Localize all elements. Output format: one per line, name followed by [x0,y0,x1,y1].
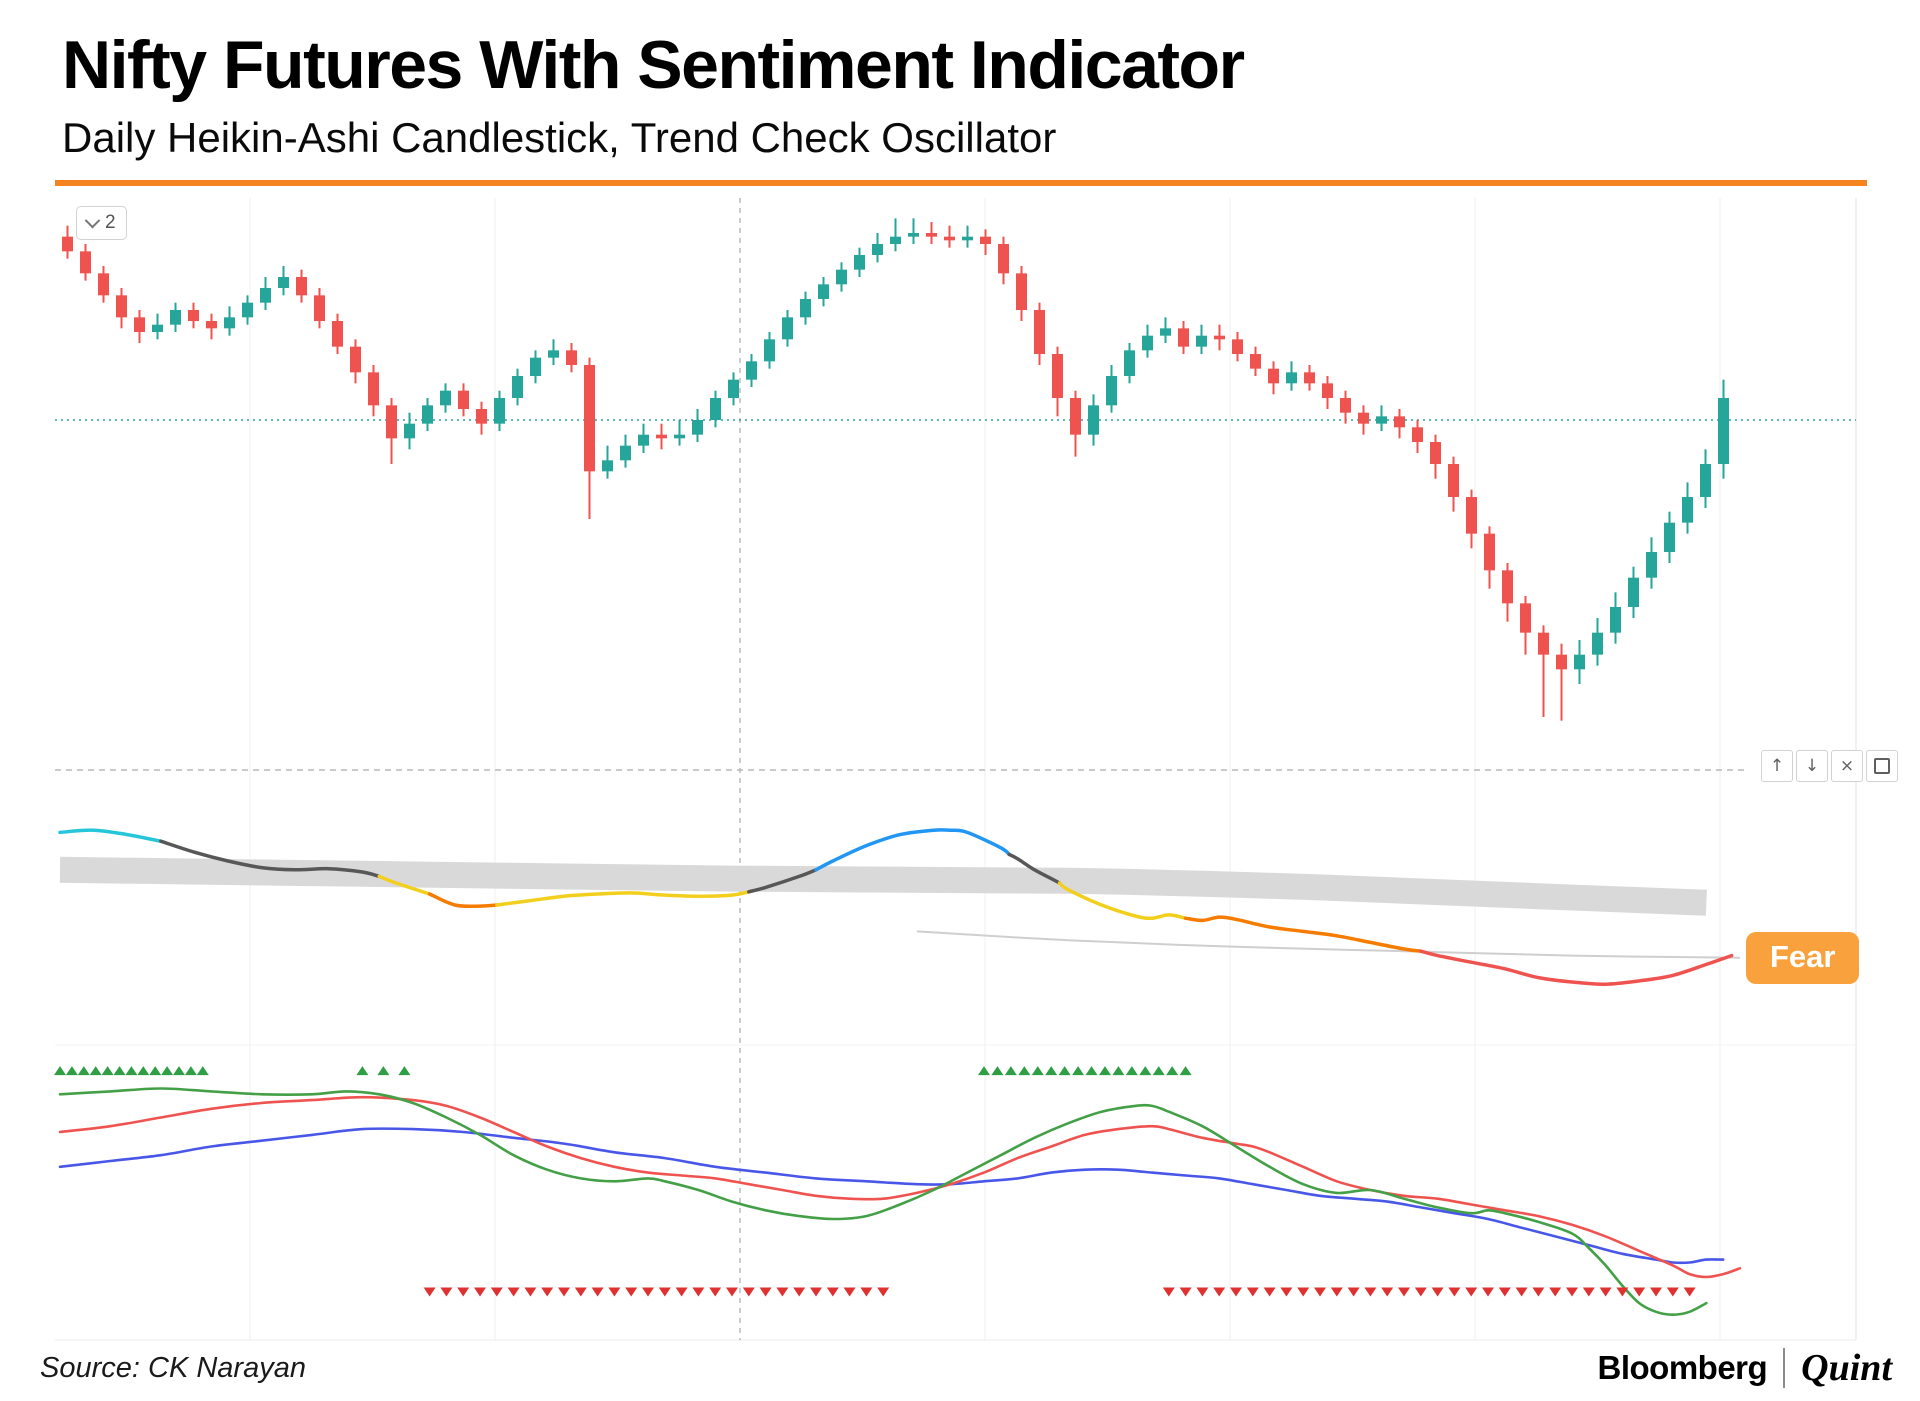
arrow-up-icon: ↑ [1769,756,1785,776]
move-pane-up-button[interactable]: ↑ [1761,750,1793,782]
chevron-down-icon [84,212,101,228]
brand-divider [1783,1348,1786,1388]
page-title: Nifty Futures With Sentiment Indicator [62,27,1245,103]
page-subtitle: Daily Heikin-Ashi Candlestick, Trend Che… [62,114,1057,161]
maximize-icon [1874,758,1890,774]
bloomberg-logo: Bloomberg [1597,1349,1768,1386]
arrow-down-icon: ↓ [1804,756,1820,776]
close-pane-button[interactable]: × [1831,750,1863,782]
close-icon: × [1839,756,1855,776]
sentiment-badge-label: Fear [1770,939,1836,974]
legend-collapse-widget[interactable]: 2 [76,206,127,240]
brand-logo: Bloomberg Quint [1598,1346,1893,1390]
quint-logo: Quint [1801,1347,1892,1389]
sentiment-badge: Fear [1735,932,1860,984]
source-credit: Source: CK Narayan [40,1352,306,1384]
legend-indicator-count: 2 [105,212,116,233]
move-pane-down-button[interactable]: ↓ [1796,750,1828,782]
accent-rule [55,180,1867,186]
pane-toolbar: ↑ ↓ × [1761,750,1898,782]
maximize-pane-button[interactable] [1866,750,1898,782]
